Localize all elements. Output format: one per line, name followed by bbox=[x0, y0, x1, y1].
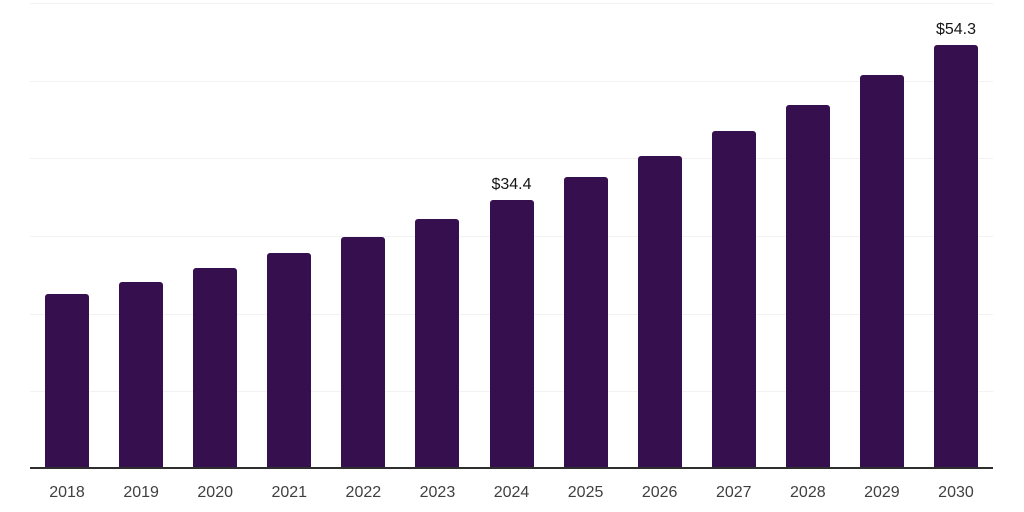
x-tick-label-2024: 2024 bbox=[493, 484, 530, 501]
bar-value-label-2024: $34.4 bbox=[491, 175, 532, 193]
x-tick-label-2030: 2030 bbox=[938, 484, 974, 501]
x-axis-labels: 2018 2019 2020 2021 2022 2023 2024 2025 2026 2027… bbox=[30, 483, 993, 502]
bar-slot-2029 bbox=[845, 3, 919, 467]
bar-2028[interactable] bbox=[785, 105, 830, 467]
x-tick-label-2019: 2019 bbox=[123, 484, 159, 501]
x-tick-label-2027: 2027 bbox=[715, 484, 752, 501]
plot-area: $34.4 $54.3 bbox=[30, 3, 993, 469]
bar-slot-2027 bbox=[697, 3, 771, 467]
bar-slot-2022 bbox=[326, 3, 400, 467]
bar-2019[interactable] bbox=[119, 282, 164, 467]
x-tick-label-2025: 2025 bbox=[567, 484, 604, 501]
bar-value-label-2030: $54.3 bbox=[935, 21, 976, 39]
x-tick-label-2018: 2018 bbox=[49, 484, 85, 501]
bar-slot-2025 bbox=[549, 3, 623, 467]
bar-2022[interactable] bbox=[341, 237, 386, 467]
bar-2030[interactable] bbox=[933, 45, 978, 467]
bar-slot-2024: $34.4 bbox=[474, 3, 548, 467]
x-tick-label-2021: 2021 bbox=[271, 484, 308, 501]
x-tick-label-2020: 2020 bbox=[197, 484, 233, 501]
bar-2018[interactable] bbox=[45, 293, 90, 467]
x-tick-label-2026: 2026 bbox=[641, 484, 678, 501]
bars: $34.4 $54.3 bbox=[30, 3, 993, 467]
bar-slot-2026 bbox=[623, 3, 697, 467]
bar-slot-2030: $54.3 bbox=[919, 3, 993, 467]
bar-slot-2020 bbox=[178, 3, 252, 467]
bar-slot-2023 bbox=[400, 3, 474, 467]
bar-2020[interactable] bbox=[193, 268, 238, 467]
gridline-40 bbox=[30, 158, 993, 160]
bar-2024[interactable] bbox=[489, 199, 534, 467]
bar-2029[interactable] bbox=[859, 74, 904, 467]
gridline-50 bbox=[30, 80, 993, 82]
bar-2025[interactable] bbox=[563, 177, 608, 467]
bar-2027[interactable] bbox=[711, 131, 756, 467]
gridline-60 bbox=[30, 3, 993, 4]
x-tick-label-2029: 2029 bbox=[864, 484, 900, 501]
x-tick-label-2022: 2022 bbox=[345, 484, 382, 501]
bar-slot-2018 bbox=[30, 3, 104, 467]
bar-slot-2021 bbox=[252, 3, 326, 467]
bar-2023[interactable] bbox=[415, 219, 460, 467]
bar-slot-2019 bbox=[104, 3, 178, 467]
bar-2026[interactable] bbox=[637, 155, 682, 467]
x-tick-label-2023: 2023 bbox=[419, 484, 456, 501]
bar-slot-2028 bbox=[771, 3, 845, 467]
x-tick-label-2028: 2028 bbox=[790, 484, 826, 501]
bar-2021[interactable] bbox=[267, 253, 312, 467]
